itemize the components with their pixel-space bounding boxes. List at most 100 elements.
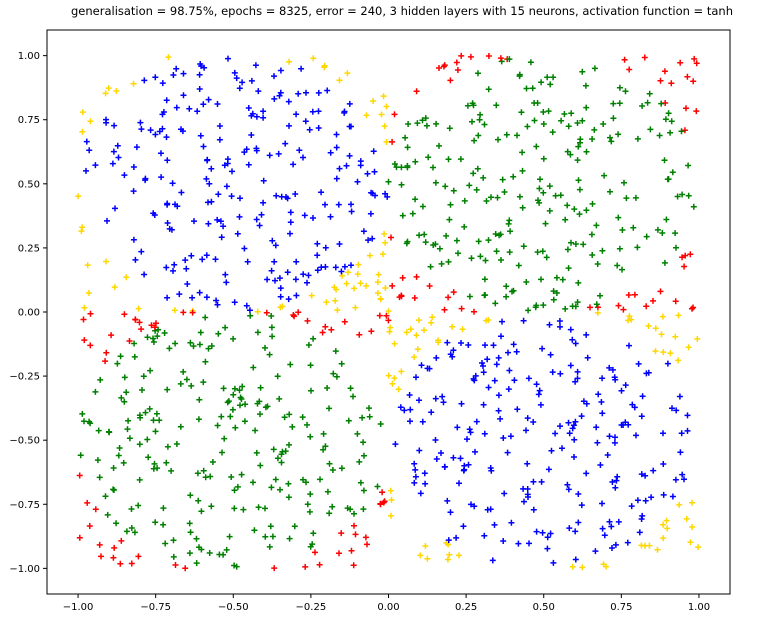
- data-point: [206, 180, 213, 187]
- data-point: [383, 312, 390, 319]
- data-point: [510, 173, 517, 180]
- data-point: [231, 562, 238, 569]
- data-point: [77, 452, 84, 459]
- data-point: [112, 205, 118, 212]
- x-tick-label: −0.75: [140, 602, 171, 613]
- data-point: [398, 368, 405, 375]
- data-point: [196, 341, 203, 348]
- data-point: [694, 335, 701, 342]
- data-point: [380, 499, 387, 506]
- data-point: [285, 98, 292, 105]
- data-point: [634, 497, 641, 504]
- data-point: [180, 368, 187, 375]
- data-point: [457, 455, 464, 462]
- data-point: [238, 471, 245, 478]
- data-point: [407, 326, 414, 333]
- data-point: [364, 170, 371, 177]
- data-point: [594, 304, 601, 311]
- data-point: [594, 309, 601, 316]
- data-point: [382, 239, 389, 246]
- data-point: [538, 276, 544, 283]
- data-point: [206, 550, 213, 556]
- data-point: [574, 368, 581, 375]
- data-point: [539, 248, 546, 255]
- data-point: [307, 433, 314, 440]
- x-tick-label: 0.25: [455, 602, 477, 613]
- data-point: [222, 271, 229, 278]
- data-point: [473, 418, 480, 425]
- data-point: [290, 161, 297, 168]
- data-point: [572, 556, 579, 563]
- data-point: [489, 557, 496, 564]
- data-point: [128, 525, 135, 531]
- data-point: [295, 309, 302, 316]
- data-point: [120, 459, 127, 466]
- data-point: [190, 343, 197, 350]
- data-point: [282, 140, 289, 147]
- data-point: [569, 425, 576, 432]
- data-point: [648, 494, 655, 501]
- data-point: [398, 181, 405, 188]
- x-tick-label: 0.00: [377, 602, 399, 613]
- data-point: [302, 563, 309, 570]
- data-point: [391, 340, 398, 347]
- data-point: [672, 298, 679, 305]
- data-point: [111, 487, 117, 493]
- data-point: [271, 95, 278, 102]
- data-point: [186, 520, 193, 527]
- data-point: [412, 196, 419, 203]
- data-point: [326, 510, 333, 517]
- data-point: [151, 324, 158, 331]
- data-point: [593, 222, 600, 229]
- data-point: [366, 413, 373, 420]
- data-point: [611, 439, 618, 446]
- data-point: [252, 62, 259, 69]
- data-point: [196, 396, 203, 403]
- data-point: [619, 266, 625, 273]
- data-point: [382, 190, 389, 197]
- data-point: [577, 139, 583, 146]
- data-point: [114, 360, 121, 367]
- data-point: [304, 421, 310, 428]
- data-point: [187, 492, 194, 499]
- data-point: [208, 503, 215, 510]
- data-point: [240, 506, 247, 513]
- data-point: [499, 176, 506, 183]
- data-point: [253, 216, 260, 223]
- data-point: [530, 419, 537, 425]
- data-point: [189, 309, 196, 316]
- data-point: [533, 528, 540, 535]
- data-point: [411, 295, 418, 301]
- data-point: [78, 228, 85, 235]
- data-point: [574, 299, 581, 306]
- data-point: [276, 275, 283, 282]
- data-point: [614, 473, 621, 480]
- data-point: [252, 427, 259, 434]
- data-point: [447, 509, 454, 516]
- data-point: [164, 201, 171, 208]
- data-point: [135, 305, 142, 312]
- data-point: [133, 144, 140, 151]
- data-point: [449, 353, 456, 360]
- data-point: [177, 380, 184, 387]
- data-point: [491, 377, 498, 384]
- data-point: [540, 302, 547, 309]
- data-point: [519, 204, 526, 211]
- data-point: [170, 553, 177, 560]
- data-point: [436, 65, 442, 71]
- data-point: [286, 535, 293, 542]
- data-point: [217, 218, 224, 225]
- data-point: [346, 100, 353, 107]
- data-point: [661, 157, 668, 164]
- data-point: [315, 125, 322, 131]
- data-point: [475, 238, 482, 245]
- data-point: [351, 522, 357, 529]
- data-point: [606, 518, 613, 525]
- data-point: [270, 446, 277, 453]
- data-point: [338, 530, 345, 537]
- data-point: [354, 271, 361, 278]
- data-point: [169, 180, 176, 187]
- data-point: [525, 494, 531, 500]
- data-point: [631, 404, 638, 411]
- data-point: [285, 494, 292, 501]
